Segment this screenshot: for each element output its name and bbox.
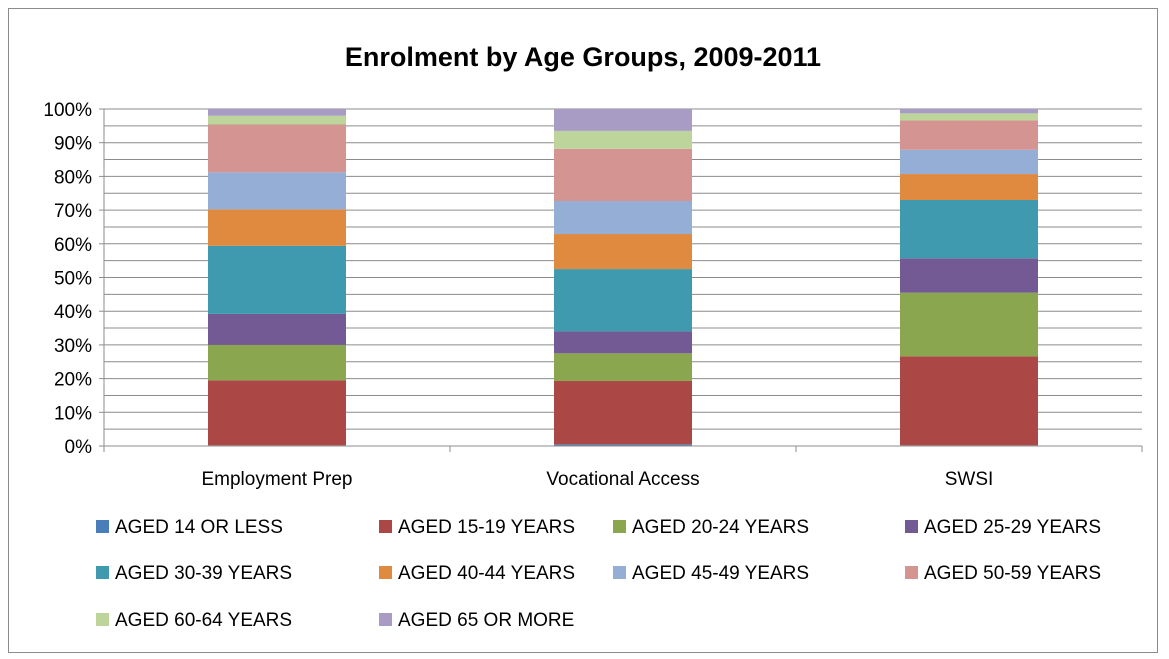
bar-segment <box>208 344 346 381</box>
bar-segment <box>554 269 692 332</box>
y-tick-label: 30% <box>54 336 92 357</box>
legend-swatch <box>905 520 918 533</box>
bar-segment <box>208 380 346 446</box>
x-category-label: Employment Prep <box>201 469 352 490</box>
legend-swatch <box>379 520 392 533</box>
chart-frame: Enrolment by Age Groups, 2009-2011 0% 10%… <box>8 8 1158 653</box>
bar-segment <box>554 444 692 446</box>
bar-segment <box>554 148 692 202</box>
bar-segment <box>900 113 1038 121</box>
bar-segment <box>900 356 1038 446</box>
y-tick-label: 10% <box>54 403 92 424</box>
legend-label: AGED 65 OR MORE <box>398 610 574 631</box>
y-axis-tick-labels: 0% 10% 20% 30% 40% 50% 60% 70% 80% 90% 100% <box>43 100 104 458</box>
bar-segment <box>900 174 1038 200</box>
axes <box>103 109 1143 452</box>
bar-segment <box>554 234 692 270</box>
chart-canvas: Enrolment by Age Groups, 2009-2011 0% 10%… <box>43 42 1143 631</box>
legend-label: AGED 25-29 YEARS <box>924 517 1101 538</box>
bar-segment <box>208 172 346 210</box>
bar-segment <box>208 313 346 345</box>
legend-label: AGED 50-59 YEARS <box>924 563 1101 584</box>
legend-swatch <box>379 613 392 626</box>
legend-swatch <box>96 520 109 533</box>
bar-segment <box>900 292 1038 357</box>
bar-segment <box>554 109 692 131</box>
stacked-bars <box>208 109 1038 446</box>
bar-segment <box>554 130 692 149</box>
x-category-label: Vocational Access <box>546 469 699 490</box>
y-tick-label: 90% <box>54 134 92 155</box>
bar-segment <box>208 124 346 173</box>
legend-label: AGED 14 OR LESS <box>115 517 283 538</box>
bar-segment <box>554 201 692 235</box>
legend-label: AGED 60-64 YEARS <box>115 610 292 631</box>
legend: AGED 14 OR LESS AGED 15-19 YEARS AGED 20-2… <box>96 517 1101 631</box>
x-category-label: SWSI <box>945 469 994 490</box>
bar-segment <box>554 380 692 445</box>
legend-swatch <box>613 566 626 579</box>
chart-title: Enrolment by Age Groups, 2009-2011 <box>345 42 821 72</box>
legend-swatch <box>905 566 918 579</box>
legend-label: AGED 40-44 YEARS <box>398 563 575 584</box>
y-tick-label: 80% <box>54 167 92 188</box>
y-tick-label: 40% <box>54 302 92 323</box>
legend-label: AGED 15-19 YEARS <box>398 517 575 538</box>
y-tick-label: 60% <box>54 235 92 256</box>
legend-label: AGED 30-39 YEARS <box>115 563 292 584</box>
legend-label: AGED 20-24 YEARS <box>632 517 809 538</box>
bar-segment <box>554 353 692 381</box>
bar-segment <box>208 109 346 116</box>
legend-swatch <box>96 566 109 579</box>
legend-swatch <box>96 613 109 626</box>
bar-segment <box>900 258 1038 293</box>
legend-label: AGED 45-49 YEARS <box>632 563 809 584</box>
y-tick-label: 100% <box>43 100 92 121</box>
bar-segment <box>900 109 1038 114</box>
bar-segment <box>554 331 692 354</box>
bar-segment <box>208 115 346 125</box>
x-axis-category-labels: Employment Prep Vocational Access SWSI <box>201 469 993 490</box>
y-tick-label: 0% <box>65 437 93 458</box>
y-tick-label: 70% <box>54 201 92 222</box>
legend-swatch <box>613 520 626 533</box>
y-tick-label: 50% <box>54 269 92 290</box>
bar-segment <box>900 149 1038 175</box>
bar-segment <box>900 120 1038 150</box>
legend-swatch <box>379 566 392 579</box>
bar-segment <box>900 199 1038 259</box>
bar-segment <box>208 209 346 246</box>
bar-segment <box>208 245 346 314</box>
y-tick-label: 20% <box>54 370 92 391</box>
